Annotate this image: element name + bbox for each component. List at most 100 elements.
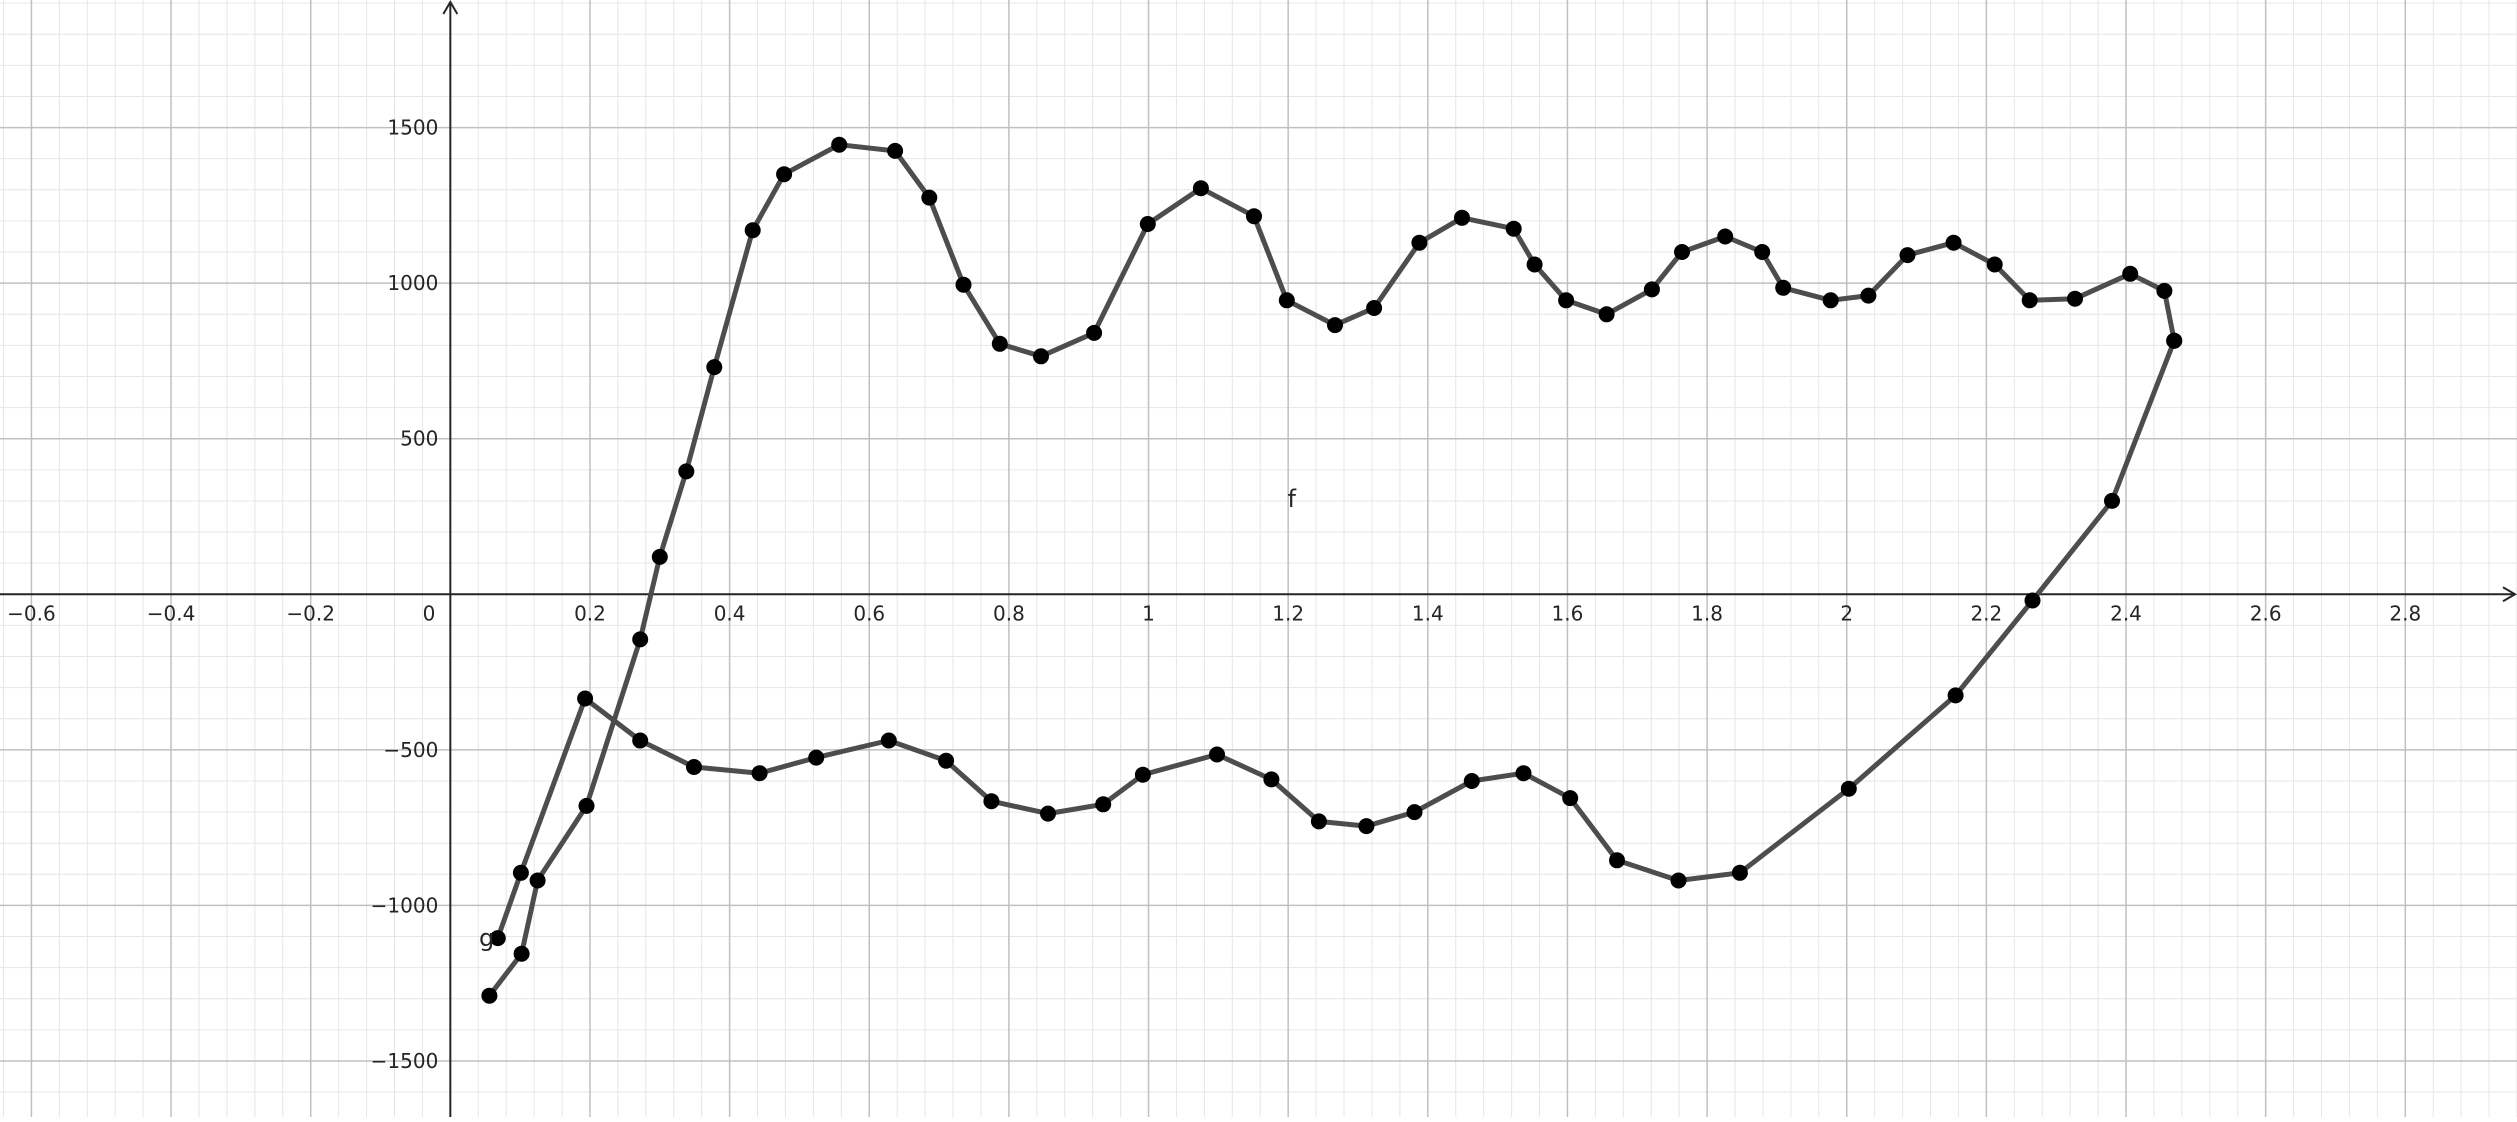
y-tick-label: 500 — [400, 427, 438, 451]
series-f-point[interactable] — [678, 463, 695, 480]
y-tick-label: −1500 — [371, 1049, 439, 1073]
series-f-point[interactable] — [776, 166, 793, 183]
series-f-point[interactable] — [921, 189, 938, 206]
series-g-point[interactable] — [1040, 805, 1056, 822]
series-f-point[interactable] — [2067, 290, 2083, 307]
series-f-point[interactable] — [1526, 256, 1543, 273]
series-f-point[interactable] — [1192, 180, 1209, 197]
series-f-point[interactable] — [1454, 209, 1470, 226]
y-tick-label: −1000 — [371, 893, 439, 917]
series-g-point[interactable] — [751, 765, 768, 782]
series-f-point[interactable] — [1246, 208, 1262, 225]
series-f-point[interactable] — [1086, 324, 1103, 341]
series-f-line[interactable] — [486, 142, 2177, 999]
series-g-point[interactable] — [632, 732, 649, 749]
series-g-point[interactable] — [1609, 852, 1625, 869]
series-g-point[interactable] — [808, 749, 825, 766]
series-g-point[interactable] — [1731, 864, 1748, 881]
series-f-point[interactable] — [1754, 244, 1771, 260]
series-g-point[interactable] — [686, 759, 702, 775]
x-tick-label: 2 — [1840, 601, 1853, 625]
series-f-point[interactable] — [887, 142, 904, 159]
series-f-point[interactable] — [529, 872, 546, 889]
series-f-point[interactable] — [1558, 292, 1575, 309]
series-f-point[interactable] — [1643, 281, 1660, 298]
series-g-point[interactable] — [938, 752, 955, 769]
series-f-point[interactable] — [481, 987, 498, 1004]
y-tick-label: −500 — [383, 738, 438, 762]
series-g-point[interactable] — [1463, 773, 1480, 789]
series-f-point[interactable] — [2021, 292, 2038, 309]
x-tick-label: 0.8 — [993, 601, 1025, 625]
series-f-point[interactable] — [2156, 282, 2173, 299]
series-g-point[interactable] — [1310, 813, 1327, 830]
series-f-point[interactable] — [1717, 228, 1734, 245]
series-f-point[interactable] — [1411, 234, 1428, 251]
series-g-point[interactable] — [1670, 872, 1687, 889]
series-g-point[interactable] — [512, 864, 529, 881]
x-tick-label: 1.4 — [1412, 601, 1444, 625]
series-f-point[interactable] — [513, 945, 530, 962]
series-g-point[interactable] — [2104, 492, 2120, 509]
series-f-point[interactable] — [1986, 256, 2003, 273]
series-g-point[interactable] — [2166, 332, 2183, 349]
series-f-point[interactable] — [831, 136, 848, 153]
x-tick-label: 1.8 — [1691, 601, 1723, 625]
series-g-point[interactable] — [1562, 790, 1579, 807]
series-f-point[interactable] — [2122, 265, 2139, 282]
series-f-point[interactable] — [1674, 244, 1690, 260]
series-f-point[interactable] — [1822, 292, 1839, 309]
series-g-point[interactable] — [1263, 771, 1280, 788]
series-f-point[interactable] — [1033, 348, 1049, 365]
x-tick-label: 2.6 — [2250, 601, 2282, 625]
y-tick-label: 1000 — [387, 271, 438, 295]
series-g-point[interactable] — [880, 732, 897, 749]
series-g-point[interactable] — [1095, 796, 1112, 813]
y-tick-label: 1500 — [387, 116, 438, 140]
series-f-point[interactable] — [706, 359, 723, 376]
series-f-point[interactable] — [651, 548, 668, 565]
x-tick-label: −0.4 — [147, 601, 196, 625]
series-f-point[interactable] — [1139, 216, 1156, 232]
x-tick-label: −0.6 — [7, 601, 56, 625]
series-f-point[interactable] — [991, 335, 1008, 352]
series-f-point[interactable] — [1860, 287, 1877, 304]
series-g-point[interactable] — [1947, 687, 1964, 704]
series-g-point[interactable] — [1515, 765, 1532, 782]
x-tick-label: 0.6 — [853, 601, 885, 625]
series-layer — [481, 136, 2183, 1004]
x-tick-label: 0.2 — [574, 601, 606, 625]
tick-labels: −0.6 −0.4 −0.2 0.2 0.4 0.6 0.8 1 1.2 1.4 1.6 1.8 2 2.… — [7, 116, 2421, 1073]
series-f-point[interactable] — [744, 222, 761, 239]
series-g-line[interactable] — [495, 338, 2177, 941]
series-f-point[interactable] — [955, 276, 972, 293]
series-g-point[interactable] — [2024, 592, 2041, 609]
series-g-point[interactable] — [983, 793, 1000, 810]
series-f-point[interactable] — [1278, 292, 1295, 309]
series-g-point[interactable] — [1840, 780, 1857, 797]
series-f-point[interactable] — [1775, 279, 1792, 296]
x-tick-label: −0.2 — [286, 601, 335, 625]
series-f-point[interactable] — [632, 631, 649, 648]
series-g-point[interactable] — [1209, 746, 1225, 763]
x-tick-label: 1.2 — [1272, 601, 1304, 625]
series-g-point[interactable] — [577, 690, 594, 707]
series-g-point[interactable] — [1406, 804, 1423, 821]
series-f-point[interactable] — [1327, 317, 1343, 334]
series-f-point[interactable] — [1505, 220, 1522, 237]
annotations: fg — [479, 485, 1296, 952]
series-g-point[interactable] — [1358, 818, 1375, 835]
series-g-point[interactable] — [489, 930, 506, 947]
x-tick-label: 2.8 — [2389, 601, 2421, 625]
series-f-point[interactable] — [1598, 306, 1615, 323]
series-g-point[interactable] — [1134, 766, 1151, 783]
series-f-point[interactable] — [578, 797, 595, 814]
series-f-point[interactable] — [1945, 234, 1962, 251]
series-f-point[interactable] — [1899, 247, 1916, 264]
series-f-point[interactable] — [1366, 300, 1383, 316]
